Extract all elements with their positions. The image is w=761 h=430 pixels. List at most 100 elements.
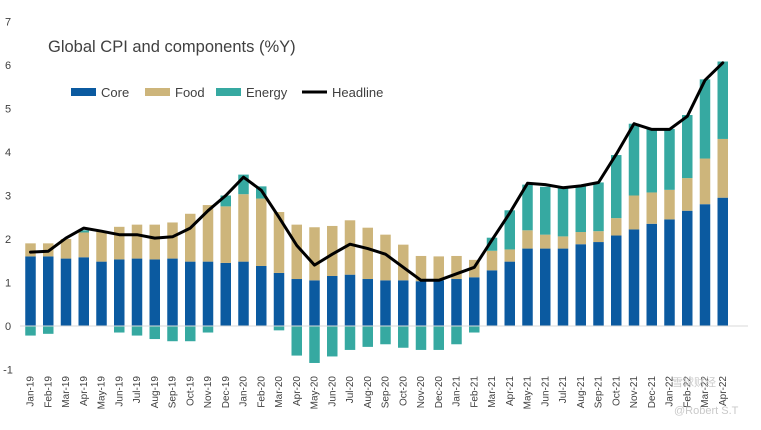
bar-food xyxy=(220,206,231,263)
bar-energy xyxy=(291,326,302,356)
legend-label: Energy xyxy=(246,85,288,100)
bar-food xyxy=(717,138,728,198)
bar-energy xyxy=(344,326,356,350)
x-axis: Jan-19 Feb-19 Mar-19 Apr-19 May-19 Jun-19 Jul-… xyxy=(26,376,729,410)
x-tick-label: Oct-20 xyxy=(398,376,409,406)
bar-food xyxy=(96,231,107,262)
bar-energy xyxy=(646,128,657,193)
bar-energy xyxy=(202,326,214,333)
bar-core xyxy=(309,280,320,326)
bar-food xyxy=(522,230,533,249)
bar-energy xyxy=(433,326,444,350)
headline-point xyxy=(455,273,458,275)
headline-point xyxy=(473,266,476,269)
x-tick-label: Apr-21 xyxy=(505,376,516,406)
x-tick-label: Nov-19 xyxy=(203,376,214,409)
headline-point xyxy=(224,194,227,197)
legend-swatch xyxy=(145,88,170,96)
x-tick-label: Aug-19 xyxy=(150,376,161,409)
bar-energy xyxy=(25,326,36,336)
headline-series-line xyxy=(29,61,725,282)
bar-food xyxy=(291,224,302,280)
x-tick-label: Jan-20 xyxy=(239,376,250,407)
bar-core xyxy=(451,279,462,326)
x-tick-label: Dec-19 xyxy=(221,376,232,409)
bar-core xyxy=(327,275,338,326)
legend-item-energy: Energy xyxy=(216,85,288,100)
bar-food xyxy=(327,225,338,276)
legend-label: Food xyxy=(175,85,205,100)
y-tick-label: 4 xyxy=(5,147,11,159)
bar-energy xyxy=(131,326,143,336)
bar-food xyxy=(451,255,462,280)
headline-point xyxy=(437,279,440,282)
headline-point xyxy=(260,189,263,192)
bar-energy xyxy=(362,326,373,347)
bar-food xyxy=(664,189,675,220)
headline-point xyxy=(491,239,493,241)
x-tick-label: Feb-22 xyxy=(682,376,693,408)
bar-core xyxy=(96,261,107,326)
bar-core xyxy=(202,261,214,326)
bar-core xyxy=(557,248,569,326)
bar-core xyxy=(469,277,480,326)
x-tick-label: Feb-21 xyxy=(469,376,480,408)
bar-core xyxy=(149,259,160,326)
headline-point xyxy=(189,227,192,229)
bar-energy xyxy=(628,123,640,196)
x-tick-label: Feb-19 xyxy=(43,376,54,408)
x-tick-label: Aug-20 xyxy=(363,376,374,409)
x-tick-label: May-20 xyxy=(310,376,321,410)
headline-point xyxy=(242,176,245,179)
legend-swatch xyxy=(71,88,96,96)
bar-food xyxy=(699,158,711,205)
x-tick-label: Apr-19 xyxy=(79,376,90,406)
bar-food xyxy=(344,220,356,275)
x-tick-label: Apr-20 xyxy=(292,376,303,406)
watermark-author: @Robert S.T xyxy=(674,405,739,417)
y-tick-label: 1 xyxy=(5,278,11,290)
legend: Core Food Energy Headline xyxy=(71,85,383,100)
headline-point xyxy=(313,264,316,266)
headline-point xyxy=(65,237,67,239)
bar-food xyxy=(131,224,143,259)
x-tick-label: Jun-20 xyxy=(327,376,338,407)
y-tick-label: 7 xyxy=(5,17,11,29)
bar-core xyxy=(699,204,711,326)
bar-food xyxy=(540,234,551,249)
bar-food xyxy=(167,222,178,259)
bar-energy xyxy=(167,326,178,342)
x-tick-label: Oct-19 xyxy=(185,376,196,406)
bar-core xyxy=(433,280,444,326)
bar-core xyxy=(185,261,196,326)
x-tick-label: Jun-21 xyxy=(540,376,551,407)
headline-point xyxy=(100,230,103,232)
bar-energy xyxy=(575,185,586,233)
headline-point xyxy=(721,62,724,64)
bar-core xyxy=(60,258,72,326)
bar-food xyxy=(78,232,89,258)
bar-core xyxy=(344,274,356,326)
x-tick-label: Sep-20 xyxy=(381,376,392,409)
headline-point xyxy=(650,128,653,131)
x-tick-label: Mar-22 xyxy=(700,376,711,408)
bar-core xyxy=(682,210,693,326)
y-tick-label: 6 xyxy=(5,60,11,72)
headline-point xyxy=(544,183,547,186)
headline-point xyxy=(668,128,671,131)
bar-energy xyxy=(43,326,54,334)
headline-point xyxy=(47,250,50,252)
bar-core xyxy=(664,219,675,326)
x-tick-label: Nov-20 xyxy=(416,376,427,409)
bar-energy xyxy=(398,326,409,348)
bar-core xyxy=(362,279,373,326)
bar-food xyxy=(273,212,285,273)
bar-core xyxy=(717,197,728,326)
headline-point xyxy=(349,243,351,246)
x-tick-label: Jul-19 xyxy=(132,376,143,404)
x-tick-label: Jan-19 xyxy=(26,376,37,407)
headline-point xyxy=(704,79,706,82)
x-tick-label: Sep-21 xyxy=(594,376,605,409)
bar-energy xyxy=(593,182,604,232)
bar-food xyxy=(575,232,586,245)
